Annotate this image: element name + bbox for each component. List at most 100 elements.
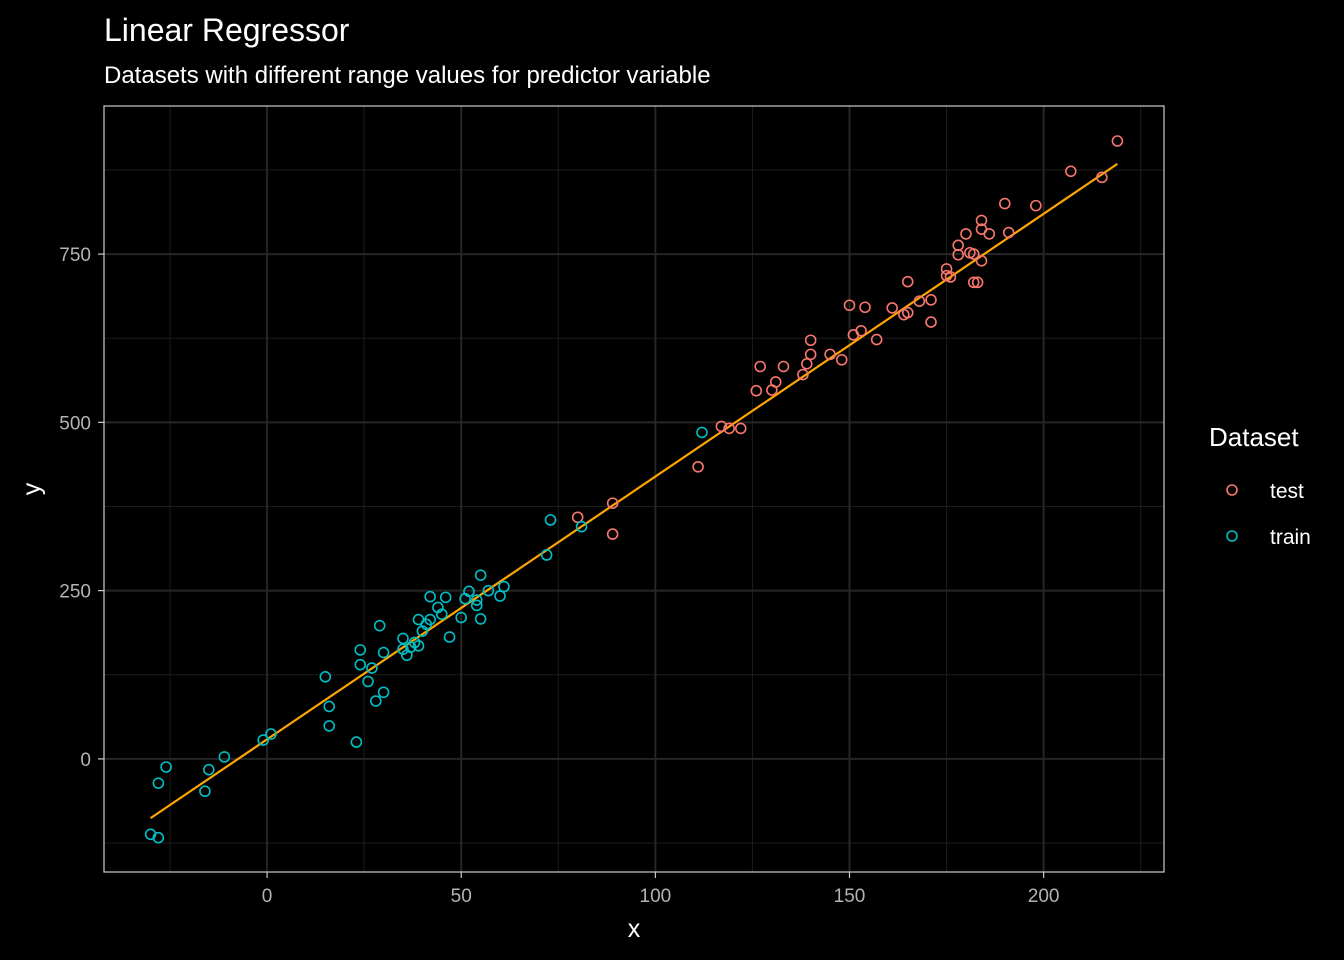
point-train xyxy=(366,662,378,674)
y-axis-ticks: 0 250 500 750 xyxy=(59,245,104,771)
point-test xyxy=(1096,171,1108,184)
point-train xyxy=(350,736,363,748)
point-test xyxy=(983,228,996,240)
point-test xyxy=(797,368,809,381)
minor-gridlines xyxy=(104,106,1164,872)
legend: Dataset test train xyxy=(1209,422,1311,549)
x-axis-title: x xyxy=(628,915,641,943)
point-train xyxy=(544,514,557,526)
point-test xyxy=(855,325,867,337)
point-train xyxy=(323,720,336,732)
point-test xyxy=(967,248,980,260)
major-gridlines xyxy=(104,106,1164,872)
point-test xyxy=(606,497,619,509)
point-test xyxy=(859,301,871,314)
point-train xyxy=(369,695,382,707)
point-test xyxy=(1065,165,1077,178)
point-test xyxy=(571,511,584,524)
point-train xyxy=(494,590,506,602)
point-train xyxy=(696,426,708,439)
y-axis-title: y xyxy=(18,482,46,495)
legend-key-train xyxy=(1226,530,1238,542)
x-tick-label: 100 xyxy=(640,886,672,907)
regression-line xyxy=(149,162,1119,820)
point-test xyxy=(952,239,965,252)
point-test xyxy=(824,348,836,361)
point-train xyxy=(377,686,390,699)
x-tick-label: 0 xyxy=(262,886,273,907)
point-test xyxy=(971,276,984,289)
point-test xyxy=(967,276,980,289)
point-train xyxy=(377,646,390,659)
point-test xyxy=(734,422,747,435)
point-test xyxy=(925,294,937,306)
points-layer xyxy=(144,135,1124,844)
point-test xyxy=(750,384,763,397)
x-tick-label: 200 xyxy=(1028,886,1060,907)
y-tick-label: 250 xyxy=(59,582,91,603)
point-train xyxy=(424,613,436,626)
point-test xyxy=(715,420,728,433)
point-test xyxy=(769,376,782,388)
x-tick-label: 150 xyxy=(834,886,866,907)
point-train xyxy=(412,640,425,652)
point-test xyxy=(999,197,1011,210)
point-train xyxy=(362,675,374,688)
chart-subtitle: Datasets with different range values for… xyxy=(104,62,711,89)
point-train xyxy=(408,636,421,649)
point-test xyxy=(901,306,914,319)
point-test xyxy=(975,214,988,227)
point-test xyxy=(901,275,914,288)
point-train xyxy=(160,761,172,773)
point-test xyxy=(606,528,619,540)
point-train xyxy=(199,785,211,798)
point-test xyxy=(804,334,817,347)
regression-line-layer xyxy=(149,162,1119,820)
point-test xyxy=(1030,199,1042,212)
plot-panel xyxy=(104,106,1164,872)
point-test xyxy=(960,228,972,240)
point-train xyxy=(424,590,436,603)
legend-title: Dataset xyxy=(1209,422,1299,452)
legend-label-test: test xyxy=(1270,480,1304,503)
point-test xyxy=(886,302,899,314)
point-test xyxy=(913,295,926,308)
point-train xyxy=(540,549,553,561)
x-tick-label: 50 xyxy=(451,886,472,907)
point-test xyxy=(843,299,856,312)
point-train xyxy=(152,831,165,844)
legend-items: test train xyxy=(1226,480,1311,549)
point-test xyxy=(723,422,735,435)
point-train xyxy=(323,700,336,713)
point-test xyxy=(925,316,937,328)
y-tick-label: 500 xyxy=(59,413,91,434)
point-train xyxy=(354,644,367,656)
legend-key-test xyxy=(1226,484,1238,496)
point-test xyxy=(1002,226,1015,239)
point-train xyxy=(319,670,332,683)
point-train xyxy=(397,632,409,645)
point-train xyxy=(354,658,367,671)
point-test xyxy=(777,360,790,373)
point-train xyxy=(575,520,588,533)
point-train xyxy=(203,763,215,776)
point-train xyxy=(218,751,231,763)
point-test xyxy=(870,333,883,346)
point-train xyxy=(436,608,448,620)
point-test xyxy=(754,360,766,373)
point-train xyxy=(443,631,456,643)
point-train xyxy=(439,591,452,604)
point-train xyxy=(474,569,487,581)
point-train xyxy=(265,728,277,740)
point-test xyxy=(804,348,817,361)
point-train xyxy=(470,594,483,606)
point-train xyxy=(470,599,483,612)
point-test xyxy=(1111,135,1124,147)
point-train xyxy=(373,619,386,632)
point-test xyxy=(975,255,988,267)
point-test xyxy=(692,460,704,473)
y-tick-label: 0 xyxy=(80,750,91,771)
point-train xyxy=(455,611,468,624)
point-train xyxy=(463,585,475,598)
